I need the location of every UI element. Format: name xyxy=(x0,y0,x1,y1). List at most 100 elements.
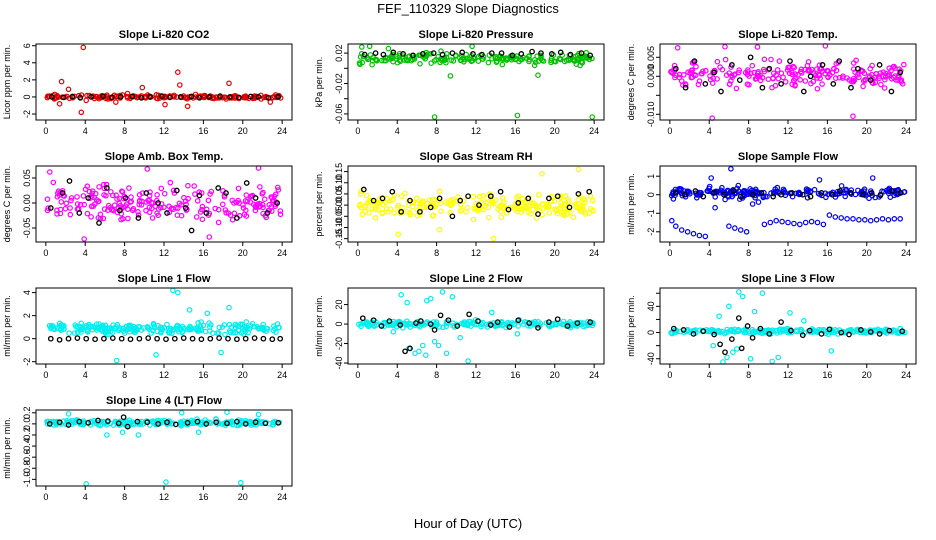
scatter-point xyxy=(789,71,796,78)
x-tick-label: 16 xyxy=(198,370,208,380)
scatter-point xyxy=(792,75,798,82)
chart-panel-line2-flow: Slope Line 2 Flow ml/min per min. 0 4 8 12 16 2… xyxy=(314,273,605,380)
scatter-point xyxy=(724,354,730,361)
scatter-point xyxy=(859,68,866,75)
overlay-point xyxy=(567,51,574,58)
overlay-point xyxy=(586,188,593,195)
scatter-point xyxy=(179,323,186,330)
y-axis-label: degrees C per min. xyxy=(2,166,12,243)
scatter-point xyxy=(500,56,507,62)
overlay-point xyxy=(427,321,434,327)
scatter-point xyxy=(362,204,368,211)
scatter-point xyxy=(426,197,433,203)
x-tick-label: 12 xyxy=(159,492,169,502)
data-points xyxy=(668,165,908,240)
x-tick-label: 20 xyxy=(550,248,560,258)
scatter-point xyxy=(672,186,679,193)
scatter-point xyxy=(525,209,532,216)
overlay-point xyxy=(806,327,813,334)
scatter-point xyxy=(703,67,709,74)
scatter-point xyxy=(436,226,443,233)
chart-title: Slope Line 4 (LT) Flow xyxy=(106,395,222,407)
scatter-point xyxy=(241,211,248,218)
plot-frame xyxy=(659,165,917,243)
overlay-point xyxy=(818,190,825,196)
scatter-point xyxy=(850,113,856,120)
data-points xyxy=(356,166,596,242)
scatter-point xyxy=(791,220,797,227)
scatter-point xyxy=(81,236,88,242)
overlay-point xyxy=(196,192,203,199)
scatter-point xyxy=(196,189,203,195)
chart-panel-sample-flow: Slope Sample Flow ml/min per min. 0 4 8 12 16 2… xyxy=(626,151,917,258)
overlay-point xyxy=(144,419,151,426)
scatter-point xyxy=(552,58,559,65)
scatter-point xyxy=(672,223,679,230)
scatter-point xyxy=(143,199,150,205)
scatter-point xyxy=(844,216,850,222)
y-tick-label: -0.2 xyxy=(22,427,32,443)
scatter-point xyxy=(77,201,84,208)
scatter-point xyxy=(178,409,185,416)
scatter-point xyxy=(193,214,200,220)
overlay-point xyxy=(269,336,276,343)
scatter-point xyxy=(689,67,695,74)
scatter-point xyxy=(554,210,561,217)
scatter-point xyxy=(787,310,793,316)
scatter-point xyxy=(417,211,423,218)
scatter-point xyxy=(814,85,821,92)
overlay-point xyxy=(379,195,386,202)
scatter-point xyxy=(840,75,846,81)
y-tick-label: -0.10 xyxy=(334,217,344,238)
overlay-point xyxy=(177,94,184,100)
scatter-point xyxy=(580,323,587,330)
scatter-point xyxy=(359,211,366,218)
overlay-point xyxy=(164,210,170,216)
scatter-point xyxy=(272,191,279,198)
scatter-point xyxy=(589,197,596,204)
overlay-point xyxy=(88,94,94,100)
overlay-point xyxy=(188,227,195,234)
overlay-point xyxy=(235,94,242,101)
scatter-point xyxy=(129,207,136,214)
scatter-point xyxy=(88,214,94,220)
data-points xyxy=(46,287,284,364)
scatter-point xyxy=(158,185,165,192)
scatter-point xyxy=(802,219,809,226)
x-tick-label: 8 xyxy=(746,370,751,380)
overlay-point xyxy=(118,335,125,342)
scatter-point xyxy=(565,196,572,203)
scatter-point xyxy=(420,204,427,211)
scatter-point xyxy=(767,219,774,226)
overlay-point xyxy=(65,335,72,342)
x-tick-label: 24 xyxy=(277,248,287,258)
scatter-point xyxy=(177,82,183,88)
scatter-point xyxy=(240,205,247,211)
scatter-point xyxy=(774,67,781,73)
scatter-point xyxy=(696,232,703,239)
scatter-point xyxy=(489,55,495,62)
y-tick-label: 4 xyxy=(22,60,32,65)
overlay-point xyxy=(829,191,836,198)
scatter-point xyxy=(135,432,142,438)
overlay-point xyxy=(164,419,170,426)
overlay-point xyxy=(749,334,756,341)
scatter-point xyxy=(743,229,750,235)
overlay-point xyxy=(546,195,552,202)
scatter-point xyxy=(56,101,63,107)
overlay-point xyxy=(143,190,150,196)
overlay-point xyxy=(717,341,723,348)
overlay-point xyxy=(196,94,203,101)
scatter-point xyxy=(469,43,475,50)
overlay-point xyxy=(159,93,165,99)
scatter-point xyxy=(534,203,541,209)
scatter-point xyxy=(119,188,125,195)
scatter-point xyxy=(773,217,780,224)
overlay-point xyxy=(587,52,594,59)
scatter-point xyxy=(775,354,782,361)
scatter-point xyxy=(443,350,450,357)
chart-panel-li820-co2: Slope Li-820 CO2 Licor ppm per min. 0 4 8 12 1… xyxy=(2,29,293,136)
overlay-point xyxy=(566,204,573,211)
overlay-point xyxy=(274,200,281,206)
scatter-point xyxy=(440,324,446,331)
